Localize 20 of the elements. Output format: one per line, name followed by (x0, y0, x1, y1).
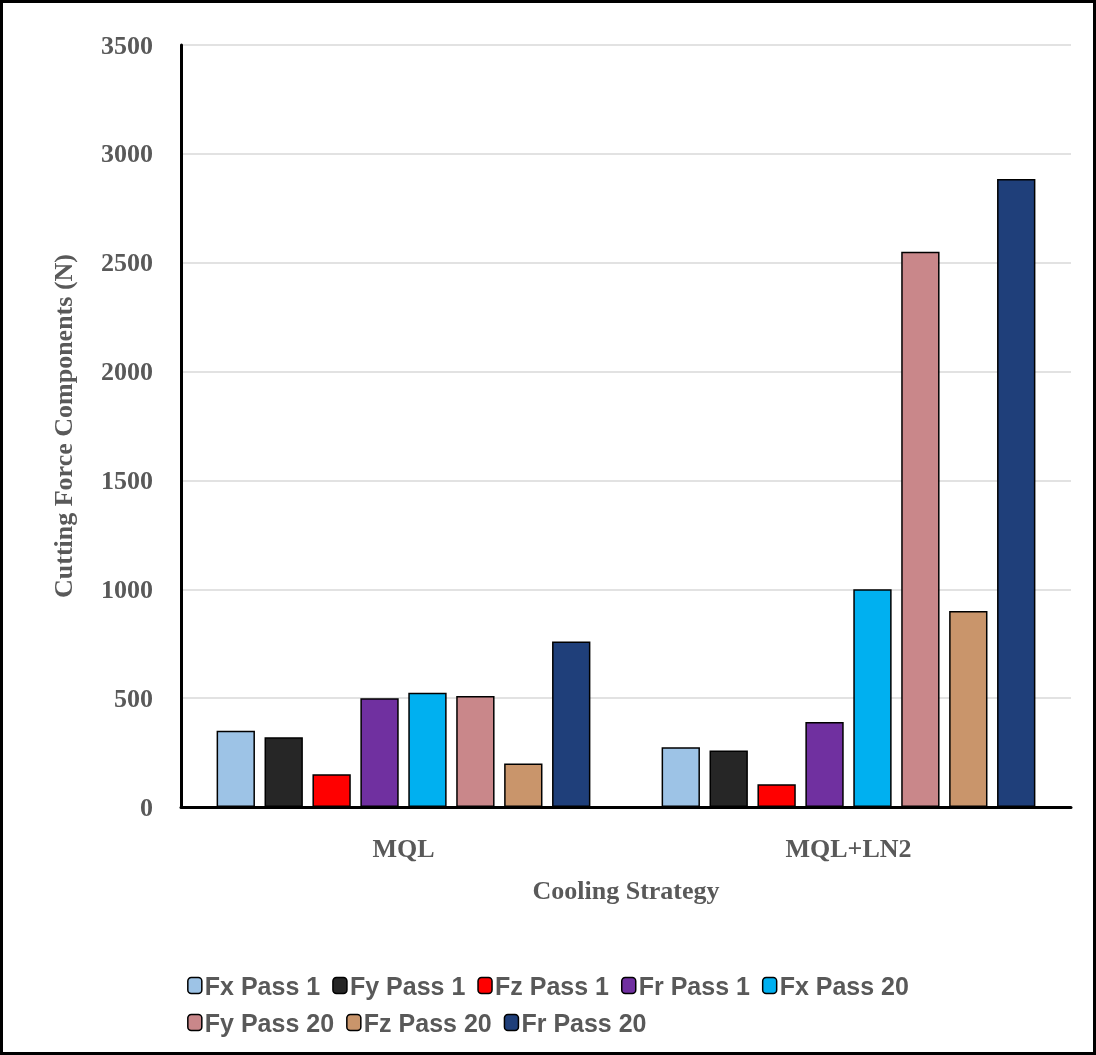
legend-label: Fr Pass 1 (638, 971, 751, 1000)
x-tick-label: MQL+LN2 (785, 833, 912, 863)
y-tick-label: 2000 (101, 357, 153, 387)
y-tick-label: 0 (140, 792, 153, 822)
legend-label: Fr Pass 20 (521, 1008, 647, 1037)
legend-label: Fx Pass 20 (779, 971, 909, 1000)
legend-label: Fz Pass 1 (495, 971, 610, 1000)
y-axis-title: Cutting Force Components (N) (48, 254, 78, 598)
y-tick-label: 2500 (101, 248, 153, 278)
y-tick-label: 1500 (101, 465, 153, 495)
legend-label: Fy Pass 20 (204, 1008, 335, 1037)
legend-label: Fx Pass 1 (204, 971, 321, 1000)
y-tick-label: 3000 (101, 139, 153, 169)
legend-label: Fz Pass 20 (363, 1008, 492, 1037)
x-tick-label: MQL (372, 833, 435, 863)
y-tick-label: 1000 (101, 574, 153, 604)
x-axis-title: Cooling Strategy (532, 875, 720, 905)
y-tick-label: 3500 (101, 30, 153, 60)
y-tick-label: 500 (114, 683, 153, 713)
legend-label: Fy Pass 1 (349, 971, 466, 1000)
